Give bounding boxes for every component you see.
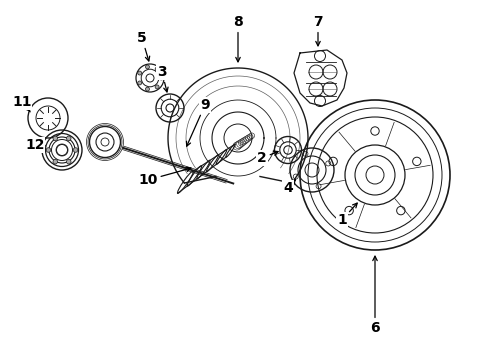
- Text: 1: 1: [337, 203, 357, 227]
- Text: 6: 6: [370, 256, 380, 335]
- Text: 3: 3: [157, 65, 168, 92]
- Text: 5: 5: [137, 31, 149, 61]
- Circle shape: [146, 87, 149, 91]
- Text: 11: 11: [12, 95, 32, 112]
- Circle shape: [46, 148, 51, 152]
- Circle shape: [53, 159, 57, 164]
- Text: 9: 9: [187, 98, 210, 146]
- Circle shape: [138, 81, 142, 85]
- Text: 10: 10: [138, 167, 191, 187]
- Circle shape: [73, 148, 78, 152]
- Text: 8: 8: [233, 15, 243, 62]
- Circle shape: [138, 71, 142, 75]
- Text: 2: 2: [257, 151, 278, 165]
- Circle shape: [155, 85, 159, 89]
- Text: 7: 7: [313, 15, 323, 46]
- Circle shape: [155, 67, 159, 71]
- Circle shape: [53, 136, 57, 141]
- Text: 12: 12: [25, 138, 46, 152]
- Circle shape: [159, 76, 163, 80]
- Circle shape: [146, 65, 149, 69]
- Circle shape: [67, 136, 71, 141]
- Text: 4: 4: [283, 180, 295, 195]
- Circle shape: [67, 159, 71, 164]
